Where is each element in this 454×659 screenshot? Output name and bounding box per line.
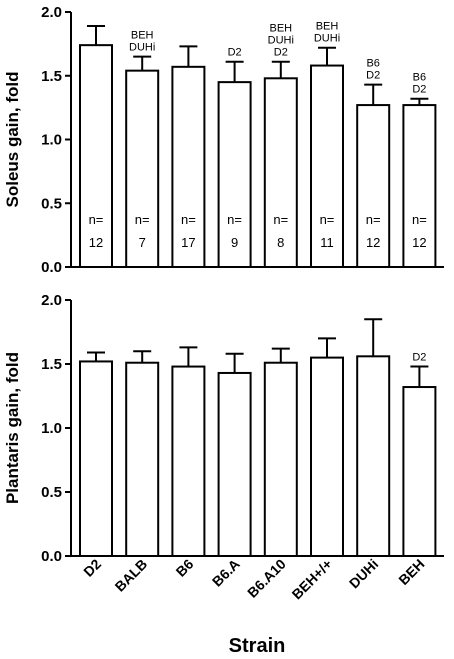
bar (402, 104, 437, 268)
n-label-prefix: n= (273, 212, 288, 227)
x-tick-label: D2 (80, 556, 104, 580)
y-tick-label: 1.0 (41, 420, 62, 437)
n-label-prefix: n= (320, 212, 335, 227)
significance-label: B6 (413, 72, 426, 84)
significance-label: DUHi (268, 35, 294, 47)
bar (79, 44, 113, 269)
y-tick-label: 1.5 (41, 68, 62, 85)
significance-label: BEH (131, 30, 154, 42)
n-label-count: 7 (139, 235, 146, 250)
y-axis-label: Plantaris gain, fold (3, 352, 22, 504)
n-label-count: 9 (231, 235, 238, 250)
y-tick-label: 0.5 (41, 484, 62, 501)
n-label-count: 17 (181, 235, 195, 250)
n-label-prefix: n= (135, 212, 150, 227)
significance-label: D2 (412, 84, 426, 96)
bar (356, 355, 391, 557)
strain-category-labels: D2 BALB B6 B6.A B6.A10 BEH+/+ DUHi BEH (80, 556, 427, 603)
y-tick-label: 2.0 (41, 4, 62, 21)
n-label-count: 12 (412, 235, 426, 250)
y-tick-label: 0.0 (41, 548, 62, 565)
x-tick-label: DUHi (346, 556, 382, 592)
y-axis-label: Soleus gain, fold (3, 71, 22, 207)
x-tick-label: B6 (173, 556, 197, 580)
bar (217, 371, 252, 557)
significance-label: DUHi (314, 33, 340, 45)
significance-label: BEH (269, 23, 292, 35)
bar (171, 65, 206, 268)
bar (310, 356, 344, 557)
n-label-prefix: n= (366, 212, 381, 227)
significance-label: D2 (412, 352, 426, 364)
y-tick-label: 1.5 (41, 356, 62, 373)
n-label-prefix: n= (89, 212, 104, 227)
x-axis-label: Strain (229, 635, 286, 657)
x-tick-label: B6.A10 (244, 556, 289, 601)
n-label-count: 12 (89, 235, 103, 250)
significance-label: B6 (366, 58, 379, 70)
bar (402, 386, 437, 558)
bar (125, 361, 160, 557)
significance-label: D2 (366, 70, 380, 82)
bar (310, 64, 344, 268)
significance-label: D2 (274, 47, 288, 59)
significance-label: BEH (316, 21, 339, 33)
bar (171, 365, 206, 557)
n-label-prefix: n= (181, 212, 196, 227)
significance-label: D2 (228, 47, 242, 59)
bar (263, 77, 298, 268)
x-tick-label: B6.A (209, 556, 243, 590)
y-tick-label: 0.5 (41, 195, 62, 212)
x-tick-label: BEH+/+ (289, 556, 336, 603)
n-label-count: 8 (277, 235, 284, 250)
significance-label: DUHi (129, 42, 155, 54)
bar (79, 360, 113, 557)
n-label-count: 12 (366, 235, 380, 250)
x-tick-label: BEH (395, 556, 427, 588)
plantaris-panel: 0.0 0.5 1.0 1.5 2.0 Plantaris gain, fold D2 (3, 292, 444, 565)
y-tick-label: 1.0 (41, 132, 62, 149)
x-tick-label: BALB (112, 556, 151, 595)
y-tick-label: 0.0 (41, 259, 62, 276)
y-tick-label: 2.0 (41, 292, 62, 309)
n-label-prefix: n= (412, 212, 427, 227)
bar (217, 81, 252, 268)
bar (263, 361, 298, 557)
n-label-count: 11 (320, 235, 334, 250)
n-label-prefix: n= (227, 212, 242, 227)
